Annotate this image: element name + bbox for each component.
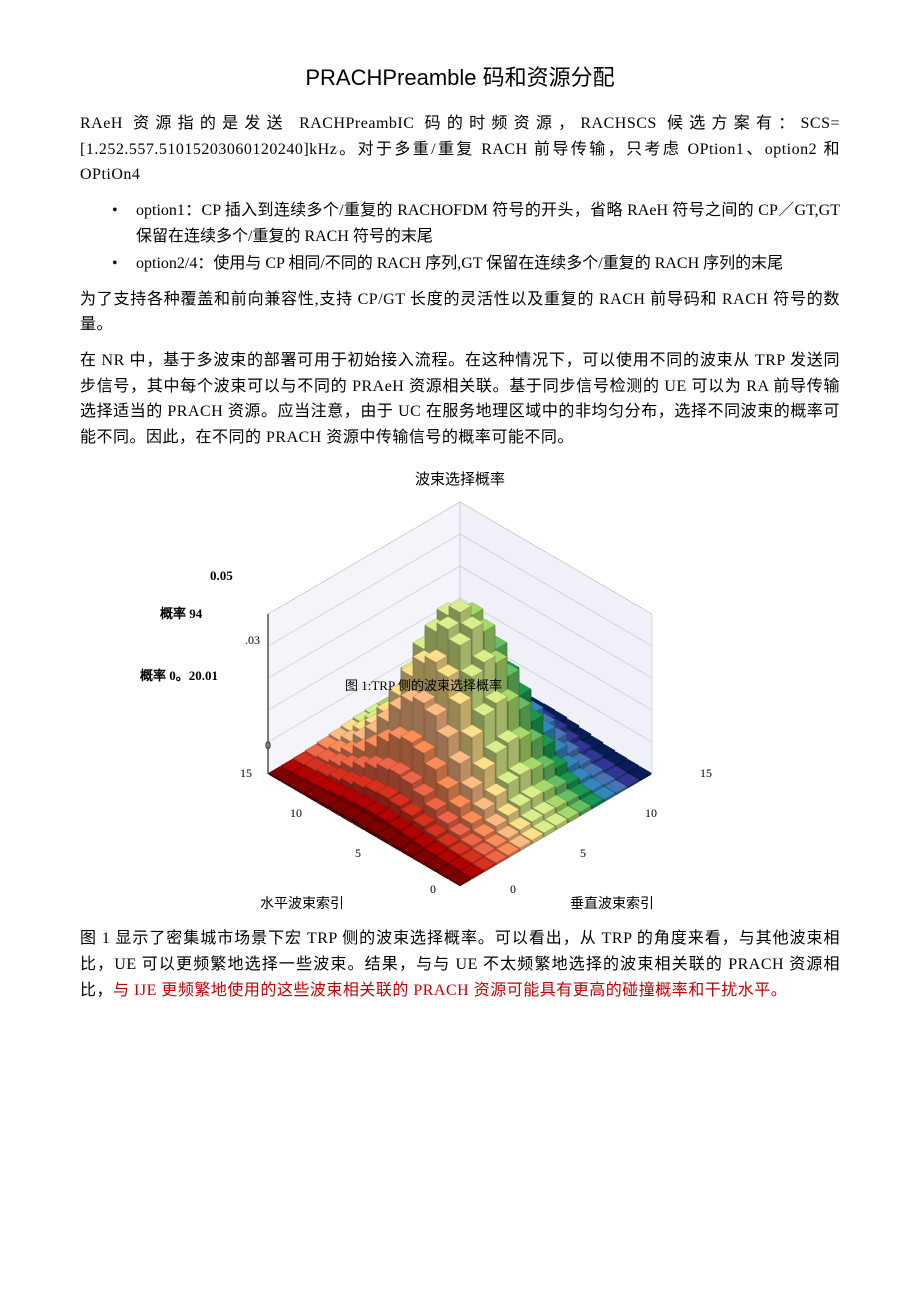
z-label-0201: 概率 0。20.01 <box>140 666 218 687</box>
figure-1: 波束选择概率 0.05 概率 94 .03 概率 0。20.01 图 1:TRP… <box>80 468 840 916</box>
x-axis-label: 水平波束索引 <box>260 894 344 916</box>
x-tick-15: 15 <box>240 764 252 783</box>
x-tick-0: 0 <box>430 880 436 899</box>
options-list: option1：CP 插入到连续多个/重复的 RACHOFDM 符号的开头，省略… <box>80 198 840 277</box>
z-label-005: 0.05 <box>210 566 233 587</box>
z-tick-03: .03 <box>245 631 260 650</box>
page-title: PRACHPreamble 码和资源分配 <box>80 60 840 95</box>
z-label-94: 概率 94 <box>160 604 202 625</box>
chart-3d-bar: 0.05 概率 94 .03 概率 0。20.01 图 1:TRP 侧的波束选择… <box>140 496 780 916</box>
list-item: option1：CP 插入到连续多个/重复的 RACHOFDM 符号的开头，省略… <box>112 198 840 249</box>
paragraph-1: RAeH 资源指的是发送 RACHPreambIC 码的时频资源，RACHSCS… <box>80 111 840 188</box>
y-tick-0: 0 <box>510 880 516 899</box>
x-tick-5: 5 <box>355 844 361 863</box>
list-item: option2/4：使用与 CP 相同/不同的 RACH 序列,GT 保留在连续… <box>112 251 840 277</box>
paragraph-4: 图 1 显示了密集城市场景下宏 TRP 侧的波束选择概率。可以看出，从 TRP … <box>80 926 840 1003</box>
y-tick-10: 10 <box>645 804 657 823</box>
z-tick-0: 0 <box>265 736 271 755</box>
bar3d-svg <box>140 496 780 916</box>
y-tick-15: 15 <box>700 764 712 783</box>
y-tick-5: 5 <box>580 844 586 863</box>
p4-text-b-highlight: 与 IJE 更频繁地使用的这些波束相关联的 PRACH 资源可能具有更高的碰撞概… <box>113 982 787 999</box>
figure-title: 波束选择概率 <box>80 468 840 492</box>
x-tick-10: 10 <box>290 804 302 823</box>
y-axis-label: 垂直波束索引 <box>570 894 654 916</box>
paragraph-2: 为了支持各种覆盖和前向兼容性,支持 CP/GT 长度的灵活性以及重复的 RACH… <box>80 287 840 338</box>
paragraph-3: 在 NR 中，基于多波束的部署可用于初始接入流程。在这种情况下，可以使用不同的波… <box>80 348 840 450</box>
figure-caption-overlay: 图 1:TRP 侧的波束选择概率 <box>345 676 502 697</box>
